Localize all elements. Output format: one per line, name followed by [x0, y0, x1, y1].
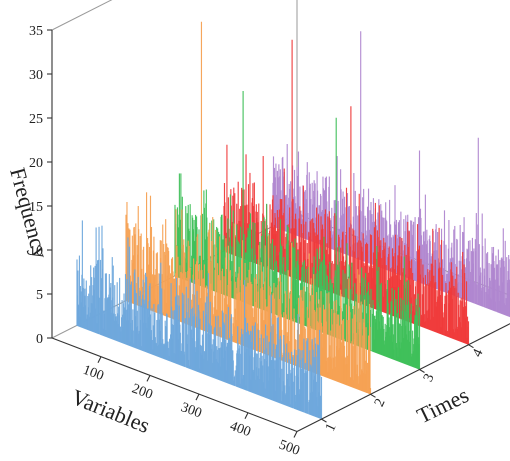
x-tick-label: 400: [228, 419, 253, 440]
y-tick-label: 3: [421, 372, 438, 385]
x-tick-label: 100: [81, 363, 106, 384]
series-time-4: [223, 39, 470, 345]
y-tick-label: 1: [323, 421, 340, 434]
z-tick-label: 5: [36, 288, 43, 303]
x-tick: [244, 412, 249, 420]
axes-layer: [47, 29, 510, 438]
x-tick-label: 200: [130, 381, 155, 402]
y-tick-label: 4: [470, 347, 487, 360]
x-tick-label: 500: [277, 438, 302, 459]
z-tick-label: 10: [29, 244, 43, 259]
z-tick-label: 0: [36, 332, 43, 347]
top-left-edge: [51, 0, 113, 31]
x-tick: [146, 375, 151, 382]
x-tick: [195, 393, 200, 401]
z-tick-label: 25: [29, 112, 43, 127]
x-tick: [97, 356, 102, 363]
y-tick: [321, 418, 327, 423]
y-tick: [419, 369, 425, 373]
z-tick-label: 35: [29, 24, 43, 39]
x-tick-label: 300: [179, 400, 204, 421]
y-tick-label: 2: [372, 396, 389, 409]
x-tick: [293, 431, 298, 438]
bars-layer: [76, 21, 510, 420]
z-tick-label: 30: [29, 68, 43, 83]
series-time-1: [76, 220, 323, 420]
y-tick: [370, 393, 376, 398]
z-tick-label: 20: [29, 156, 43, 171]
y-tick: [468, 344, 474, 349]
z-tick-label: 15: [29, 200, 43, 215]
y-axis-title: Times: [413, 382, 473, 428]
x-axis-line: [51, 337, 298, 433]
